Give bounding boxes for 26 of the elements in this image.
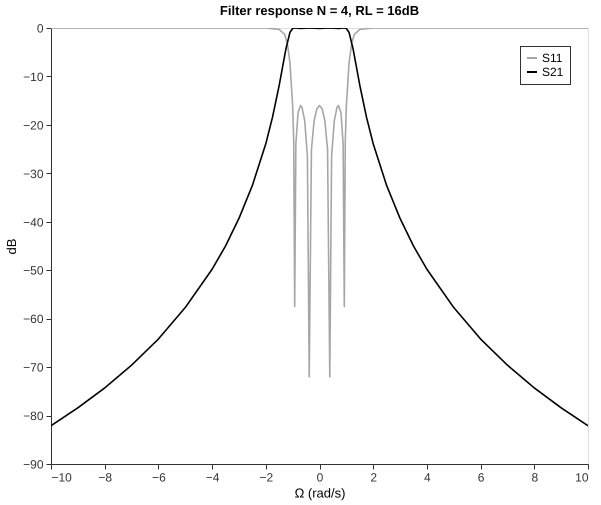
y-tick-label: 0: [36, 22, 44, 36]
x-tick-label: −10: [52, 470, 72, 484]
x-tick-label: −8: [98, 470, 112, 484]
legend-label: S11: [542, 51, 563, 65]
y-tick-label: −90: [23, 458, 44, 472]
legend-label: S21: [542, 65, 564, 79]
y-tick-label: −50: [23, 264, 44, 278]
y-tick-label: −70: [23, 360, 44, 375]
x-tick-label: 8: [531, 470, 538, 484]
y-tick-label: −30: [23, 166, 44, 181]
x-tick-label: −2: [259, 470, 274, 484]
chart-title: Filter response N = 4, RL = 16dB: [220, 3, 420, 18]
y-tick-label: −40: [23, 215, 44, 230]
x-tick-label: −4: [206, 470, 220, 484]
x-tick-label: 10: [575, 470, 589, 484]
y-tick-label: −80: [23, 409, 44, 424]
y-axis-title: dB: [4, 238, 20, 254]
y-tick-label: −10: [23, 70, 44, 84]
x-tick-label: 2: [370, 470, 378, 484]
x-tick-label: 0: [316, 470, 324, 484]
x-tick-label: 4: [424, 470, 432, 484]
x-axis-title: Ω (rad/s): [294, 486, 346, 500]
y-tick-label: −60: [23, 312, 44, 326]
x-tick-label: −6: [152, 470, 166, 484]
y-tick-label: −20: [23, 118, 44, 132]
x-tick-label: 6: [478, 470, 485, 484]
